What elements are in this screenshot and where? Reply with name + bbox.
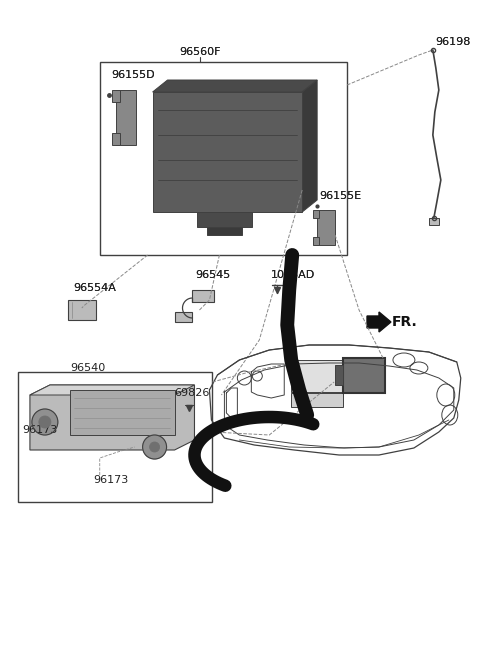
Bar <box>100 62 347 255</box>
Text: 96554A: 96554A <box>73 283 116 293</box>
Text: 96155E: 96155E <box>319 191 361 201</box>
Polygon shape <box>30 385 194 450</box>
Text: 96545: 96545 <box>195 270 231 280</box>
Bar <box>116 90 136 145</box>
Bar <box>153 92 302 212</box>
Text: 1018AD: 1018AD <box>271 270 315 280</box>
Text: FR.: FR. <box>392 315 418 329</box>
Text: 96155D: 96155D <box>112 70 156 80</box>
Text: 96173: 96173 <box>22 425 57 435</box>
Circle shape <box>39 416 51 428</box>
Bar <box>112 133 120 145</box>
Polygon shape <box>153 80 317 92</box>
Bar <box>207 227 242 235</box>
Bar <box>68 300 96 320</box>
Text: 96155D: 96155D <box>112 70 156 80</box>
Bar <box>343 358 385 393</box>
Bar <box>70 390 175 435</box>
Bar <box>175 312 192 322</box>
Text: 96198: 96198 <box>435 37 470 47</box>
Polygon shape <box>302 80 317 212</box>
Bar <box>335 365 343 385</box>
Text: 96560F: 96560F <box>180 47 221 57</box>
Bar <box>291 393 343 407</box>
Text: 96155E: 96155E <box>319 191 361 201</box>
Circle shape <box>150 442 159 452</box>
Bar <box>313 210 319 218</box>
Bar <box>429 218 439 225</box>
Bar <box>313 237 319 245</box>
Bar <box>18 372 213 502</box>
Polygon shape <box>367 312 391 332</box>
Bar <box>112 90 120 102</box>
Text: 96554A: 96554A <box>73 283 116 293</box>
Circle shape <box>143 435 167 459</box>
Text: 96560F: 96560F <box>180 47 221 57</box>
Bar <box>317 210 335 245</box>
Bar <box>291 360 343 392</box>
Text: 1018AD: 1018AD <box>271 270 315 280</box>
Bar <box>192 290 215 302</box>
Polygon shape <box>30 385 194 395</box>
Circle shape <box>32 409 58 435</box>
Text: 96540: 96540 <box>70 363 105 373</box>
Text: 96198: 96198 <box>435 37 470 47</box>
Text: 69826: 69826 <box>175 388 210 398</box>
Text: 96173: 96173 <box>93 475 128 485</box>
Text: 96545: 96545 <box>195 270 231 280</box>
Bar <box>197 212 252 227</box>
